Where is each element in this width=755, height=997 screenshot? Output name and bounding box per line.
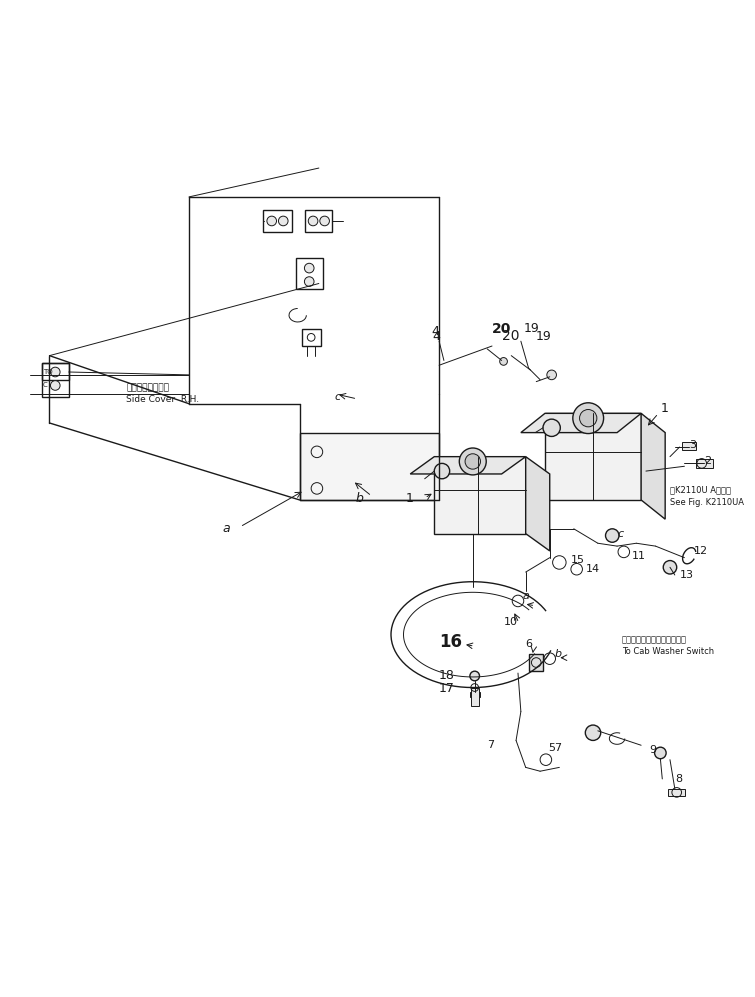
Text: 1: 1 xyxy=(661,402,668,415)
Bar xyxy=(471,689,479,706)
Text: 18: 18 xyxy=(439,669,455,682)
Bar xyxy=(301,329,321,346)
Text: C: C xyxy=(43,383,48,389)
Text: 19: 19 xyxy=(524,322,540,335)
Text: 図K2110U A図参照: 図K2110U A図参照 xyxy=(670,486,731,495)
Text: サイドカバー　右: サイドカバー 右 xyxy=(126,383,169,392)
Circle shape xyxy=(663,560,676,574)
Circle shape xyxy=(543,419,560,437)
Text: 6: 6 xyxy=(525,639,533,649)
Text: 10: 10 xyxy=(504,617,518,627)
Circle shape xyxy=(500,358,507,365)
Text: 19: 19 xyxy=(535,330,551,343)
Text: 13: 13 xyxy=(680,570,694,580)
Circle shape xyxy=(434,464,450,479)
Text: See Fig. K2110UA: See Fig. K2110UA xyxy=(670,498,744,507)
Polygon shape xyxy=(521,414,641,433)
Bar xyxy=(528,654,543,671)
Bar xyxy=(263,210,292,231)
Text: 4: 4 xyxy=(433,330,440,343)
Circle shape xyxy=(304,263,314,273)
Text: 17: 17 xyxy=(439,682,455,695)
Bar xyxy=(42,363,69,380)
Polygon shape xyxy=(410,457,525,474)
Text: 20: 20 xyxy=(492,322,511,336)
Circle shape xyxy=(279,216,288,225)
Text: 7: 7 xyxy=(487,740,495,751)
Polygon shape xyxy=(525,457,550,551)
Circle shape xyxy=(606,528,619,542)
Circle shape xyxy=(580,410,597,427)
Text: b: b xyxy=(356,492,363,504)
Text: 1: 1 xyxy=(405,492,413,504)
Bar xyxy=(42,363,69,397)
Text: 14: 14 xyxy=(587,564,600,574)
Bar xyxy=(300,433,439,499)
Text: 11: 11 xyxy=(631,550,646,560)
Text: 7: 7 xyxy=(554,743,562,753)
Bar xyxy=(683,443,696,450)
Text: 3: 3 xyxy=(689,440,696,450)
Bar xyxy=(470,692,479,697)
Text: a: a xyxy=(522,591,530,601)
Text: TO: TO xyxy=(43,369,52,375)
Text: 2: 2 xyxy=(704,457,710,467)
Text: Side Cover  R.H.: Side Cover R.H. xyxy=(126,396,199,405)
Polygon shape xyxy=(641,414,665,519)
Text: 16: 16 xyxy=(439,633,462,651)
Text: To Cab Washer Switch: To Cab Washer Switch xyxy=(622,647,714,656)
Circle shape xyxy=(267,216,276,225)
Circle shape xyxy=(465,454,480,470)
Text: 12: 12 xyxy=(694,546,708,556)
Text: a: a xyxy=(223,522,230,535)
Circle shape xyxy=(470,671,479,681)
Bar xyxy=(696,459,713,469)
Circle shape xyxy=(585,725,601,741)
Circle shape xyxy=(573,403,603,434)
Circle shape xyxy=(655,747,666,759)
Text: 9: 9 xyxy=(649,745,656,755)
Bar xyxy=(305,210,332,231)
Text: 15: 15 xyxy=(571,554,585,564)
Polygon shape xyxy=(434,457,525,533)
Circle shape xyxy=(547,370,556,380)
Circle shape xyxy=(459,448,486,475)
Circle shape xyxy=(51,367,60,377)
Text: 5: 5 xyxy=(548,743,555,753)
Bar xyxy=(296,258,322,289)
Text: 4: 4 xyxy=(431,325,439,338)
Polygon shape xyxy=(545,414,641,499)
Circle shape xyxy=(308,216,318,225)
Text: 8: 8 xyxy=(675,774,682,784)
Text: b: b xyxy=(554,649,562,659)
Text: c: c xyxy=(334,392,341,402)
Text: c: c xyxy=(617,528,623,538)
Circle shape xyxy=(320,216,329,225)
Text: キャブウィッシャスイッチへ: キャブウィッシャスイッチへ xyxy=(622,635,687,644)
Text: 20: 20 xyxy=(501,329,519,343)
Circle shape xyxy=(304,277,314,286)
Bar xyxy=(668,789,686,797)
Circle shape xyxy=(51,381,60,390)
